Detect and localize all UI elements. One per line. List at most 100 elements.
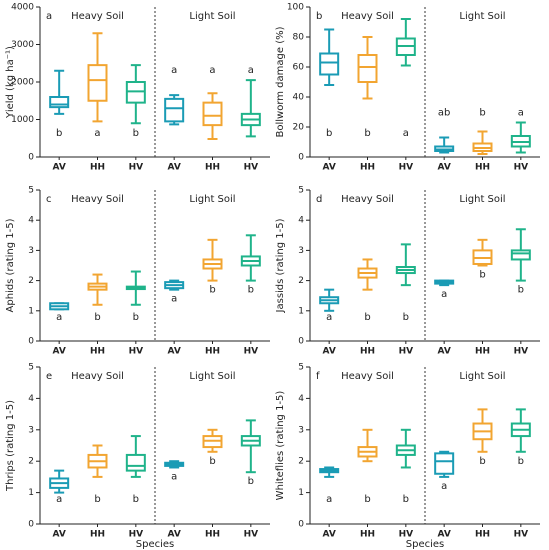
significance-letter: b — [364, 312, 370, 323]
significance-letter: b — [518, 285, 524, 296]
significance-letter: b — [133, 312, 139, 323]
x-axis-label: Species — [136, 539, 175, 550]
x-tick-label: HH — [475, 347, 490, 357]
significance-letter: b — [518, 456, 524, 467]
significance-letter: b — [479, 108, 485, 119]
significance-letter: b — [479, 456, 485, 467]
y-tick-label: 80 — [293, 33, 305, 43]
x-tick-label: HV — [129, 347, 144, 357]
significance-letter: b — [133, 128, 139, 139]
box — [202, 101, 223, 127]
y-tick-label: 5 — [28, 186, 34, 196]
group-label: Heavy Soil — [71, 371, 124, 382]
y-tick-label: 1 — [298, 306, 304, 316]
panel-letter: d — [316, 194, 322, 205]
y-tick-label: 5 — [298, 363, 304, 373]
x-tick-label: AV — [168, 347, 181, 357]
box — [510, 249, 531, 261]
significance-letter: a — [56, 494, 62, 505]
y-tick-label: 3 — [28, 246, 34, 256]
significance-letter: b — [248, 476, 254, 487]
group-label: Light Soil — [189, 194, 235, 205]
x-tick-label: AV — [438, 530, 451, 540]
y-tick-label: 2 — [298, 457, 304, 467]
y-tick-label: 1 — [28, 488, 34, 498]
y-tick-label: 40 — [293, 93, 305, 103]
box — [49, 96, 70, 109]
group-label: Heavy Soil — [341, 194, 394, 205]
significance-letter: b — [364, 128, 370, 139]
y-tick-label: 0 — [28, 153, 34, 163]
significance-letter: b — [94, 312, 100, 323]
group-label: Light Soil — [459, 371, 505, 382]
group-label: Heavy Soil — [341, 371, 394, 382]
y-tick-label: 60 — [293, 63, 305, 73]
box — [434, 452, 455, 475]
panel-letter: b — [316, 11, 322, 22]
panel-letter: c — [46, 194, 52, 205]
y-axis-label: Yield (kg ha⁻¹) — [5, 46, 16, 119]
group-label: Heavy Soil — [341, 11, 394, 22]
y-tick-label: 2 — [28, 457, 34, 467]
y-tick-label: 2 — [28, 276, 34, 286]
group-label: Light Soil — [459, 11, 505, 22]
y-tick-label: 100 — [287, 3, 304, 13]
y-tick-label: 0 — [298, 153, 304, 163]
x-tick-label: AV — [323, 163, 336, 173]
y-tick-label: 5 — [298, 186, 304, 196]
x-tick-label: HH — [360, 163, 375, 173]
x-tick-label: HV — [399, 347, 414, 357]
significance-letter: a — [403, 128, 409, 139]
panel-letter: a — [46, 11, 52, 22]
y-tick-label: 2 — [298, 276, 304, 286]
group-label: Light Soil — [189, 11, 235, 22]
significance-letter: a — [326, 312, 332, 323]
significance-letter: a — [56, 312, 62, 323]
x-tick-label: HV — [129, 530, 144, 540]
y-axis-label: Whiteflies (rating 1-5) — [275, 391, 286, 501]
x-tick-label: HH — [475, 163, 490, 173]
significance-letter: b — [403, 494, 409, 505]
y-tick-label: 1 — [28, 306, 34, 316]
box — [319, 52, 340, 76]
y-axis-label: Aphids (rating 1-5) — [5, 218, 16, 312]
y-tick-label: 5 — [28, 363, 34, 373]
x-tick-label: AV — [323, 530, 336, 540]
y-tick-label: 4 — [298, 216, 304, 226]
significance-letter: a — [171, 471, 177, 482]
y-tick-label: 3 — [298, 425, 304, 435]
box — [357, 54, 378, 83]
x-tick-label: HV — [514, 530, 529, 540]
x-tick-label: HH — [205, 163, 220, 173]
significance-letter: a — [441, 289, 447, 300]
panel-letter: e — [46, 371, 52, 382]
significance-letter: a — [171, 65, 177, 76]
y-tick-label: 3 — [28, 425, 34, 435]
x-tick-label: HH — [90, 347, 105, 357]
x-tick-label: HV — [244, 530, 259, 540]
y-tick-label: 0 — [298, 520, 304, 530]
y-tick-label: 4 — [28, 216, 34, 226]
y-tick-label: 4 — [298, 394, 304, 404]
group-label: Heavy Soil — [71, 11, 124, 22]
x-tick-label: HH — [90, 163, 105, 173]
significance-letter: b — [248, 285, 254, 296]
significance-letter: b — [403, 312, 409, 323]
y-tick-label: 0 — [28, 520, 34, 530]
y-axis-label: Bollworm damage (%) — [275, 26, 286, 137]
x-tick-label: AV — [168, 530, 181, 540]
significance-letter: b — [209, 456, 215, 467]
y-tick-label: 3 — [298, 246, 304, 256]
y-tick-label: 0 — [298, 337, 304, 347]
y-tick-label: 4 — [28, 394, 34, 404]
x-tick-label: AV — [438, 347, 451, 357]
x-tick-label: HH — [360, 347, 375, 357]
significance-letter: b — [94, 494, 100, 505]
y-tick-label: 20 — [293, 123, 305, 133]
box — [125, 453, 146, 472]
box — [164, 97, 185, 123]
x-tick-label: AV — [168, 163, 181, 173]
significance-letter: a — [94, 128, 100, 139]
